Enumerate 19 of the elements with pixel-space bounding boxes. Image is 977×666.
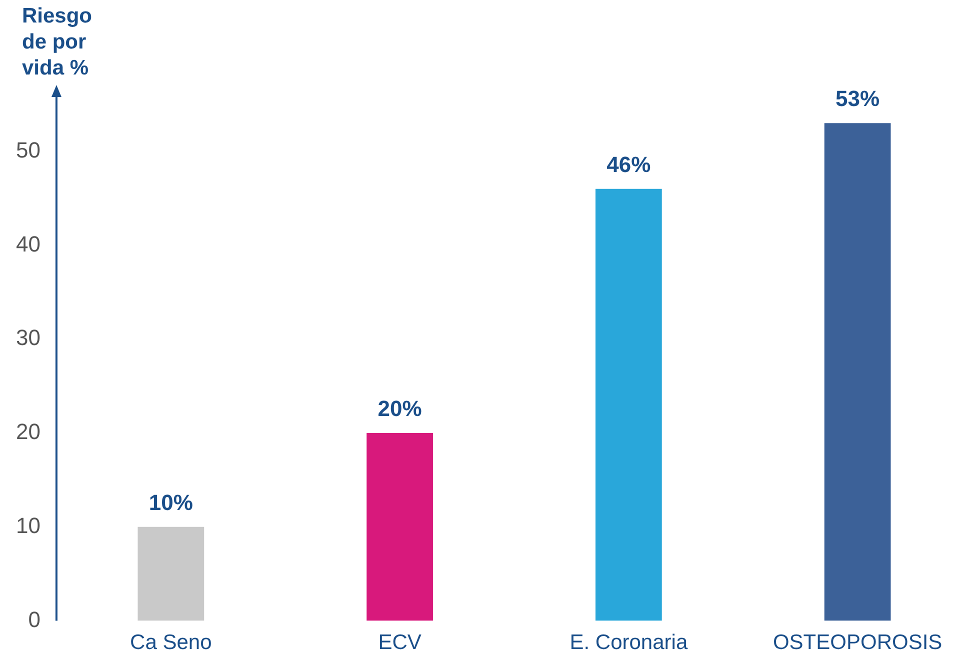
y-tick-label: 30 [16, 325, 40, 350]
data-label: 10% [148, 490, 193, 515]
y-tick-label: 0 [28, 606, 40, 632]
data-label: 53% [836, 86, 880, 112]
y-axis-title: Riesgo de por vida % [22, 4, 92, 80]
x-tick-label: ECV [378, 631, 422, 654]
x-tick-label: OSTEOPOROSIS [772, 631, 942, 654]
data-label: 46% [606, 152, 651, 177]
y-tick-label: 20 [16, 419, 40, 444]
y-tick-label: 10 [16, 512, 40, 538]
y-tick-label: 50 [16, 137, 40, 162]
bar [824, 123, 891, 621]
bar [595, 188, 662, 621]
data-label: 20% [378, 396, 422, 422]
bar [138, 526, 204, 621]
y-tick-label: 40 [16, 231, 40, 256]
x-tick-label: E. Coronaria [570, 631, 688, 654]
x-tick-label: Ca Seno [130, 631, 212, 654]
bar [366, 433, 433, 621]
